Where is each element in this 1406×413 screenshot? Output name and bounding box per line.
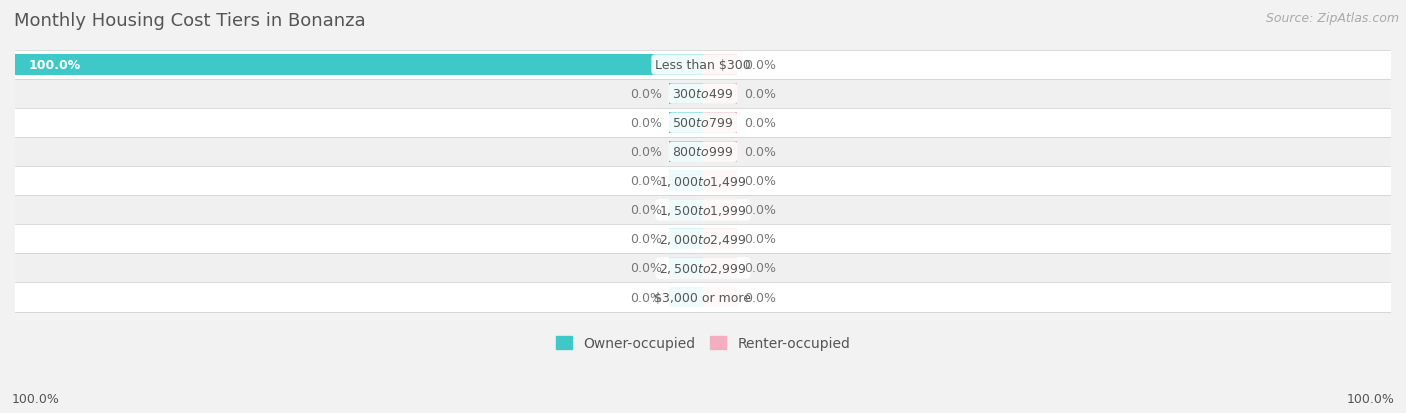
Bar <box>669 84 703 105</box>
Text: $800 to $999: $800 to $999 <box>672 146 734 159</box>
Text: 100.0%: 100.0% <box>11 392 59 405</box>
Legend: Owner-occupied, Renter-occupied: Owner-occupied, Renter-occupied <box>550 331 856 356</box>
Text: 100.0%: 100.0% <box>1347 392 1395 405</box>
Text: 0.0%: 0.0% <box>630 204 662 217</box>
Text: 0.0%: 0.0% <box>744 262 776 275</box>
Text: Source: ZipAtlas.com: Source: ZipAtlas.com <box>1265 12 1399 25</box>
Bar <box>703 229 737 250</box>
Bar <box>703 287 737 308</box>
Text: 0.0%: 0.0% <box>630 262 662 275</box>
Bar <box>669 229 703 250</box>
Bar <box>703 200 737 221</box>
Bar <box>703 113 737 134</box>
Bar <box>15 138 1391 167</box>
Text: $3,000 or more: $3,000 or more <box>655 291 751 304</box>
Bar <box>669 287 703 308</box>
Text: 0.0%: 0.0% <box>744 146 776 159</box>
Bar <box>15 283 1391 312</box>
Bar <box>703 84 737 105</box>
Text: $2,000 to $2,499: $2,000 to $2,499 <box>659 233 747 246</box>
Bar <box>703 55 737 76</box>
Text: 0.0%: 0.0% <box>744 117 776 130</box>
Bar <box>15 55 703 76</box>
Text: 0.0%: 0.0% <box>630 175 662 188</box>
Text: 0.0%: 0.0% <box>630 117 662 130</box>
Bar <box>669 200 703 221</box>
Text: 0.0%: 0.0% <box>744 175 776 188</box>
Bar <box>669 171 703 192</box>
Text: Less than $300: Less than $300 <box>655 59 751 72</box>
Text: $1,000 to $1,499: $1,000 to $1,499 <box>659 174 747 188</box>
Bar <box>703 142 737 163</box>
Bar <box>703 171 737 192</box>
Bar <box>15 254 1391 283</box>
Bar <box>669 113 703 134</box>
Text: 100.0%: 100.0% <box>28 59 82 72</box>
Text: 0.0%: 0.0% <box>630 88 662 101</box>
Bar <box>669 258 703 279</box>
Text: 0.0%: 0.0% <box>744 291 776 304</box>
Bar <box>15 80 1391 109</box>
Text: $500 to $799: $500 to $799 <box>672 117 734 130</box>
Bar <box>15 109 1391 138</box>
Text: 0.0%: 0.0% <box>630 146 662 159</box>
Text: 0.0%: 0.0% <box>630 233 662 246</box>
Text: Monthly Housing Cost Tiers in Bonanza: Monthly Housing Cost Tiers in Bonanza <box>14 12 366 30</box>
Text: $300 to $499: $300 to $499 <box>672 88 734 101</box>
Text: 0.0%: 0.0% <box>744 204 776 217</box>
Text: $2,500 to $2,999: $2,500 to $2,999 <box>659 261 747 275</box>
Text: 0.0%: 0.0% <box>630 291 662 304</box>
Text: 0.0%: 0.0% <box>744 88 776 101</box>
Bar <box>703 258 737 279</box>
Bar <box>15 225 1391 254</box>
Bar <box>669 142 703 163</box>
Text: 0.0%: 0.0% <box>744 233 776 246</box>
Bar <box>15 196 1391 225</box>
Bar <box>15 51 1391 80</box>
Text: $1,500 to $1,999: $1,500 to $1,999 <box>659 203 747 217</box>
Text: 0.0%: 0.0% <box>744 59 776 72</box>
Bar <box>15 167 1391 196</box>
